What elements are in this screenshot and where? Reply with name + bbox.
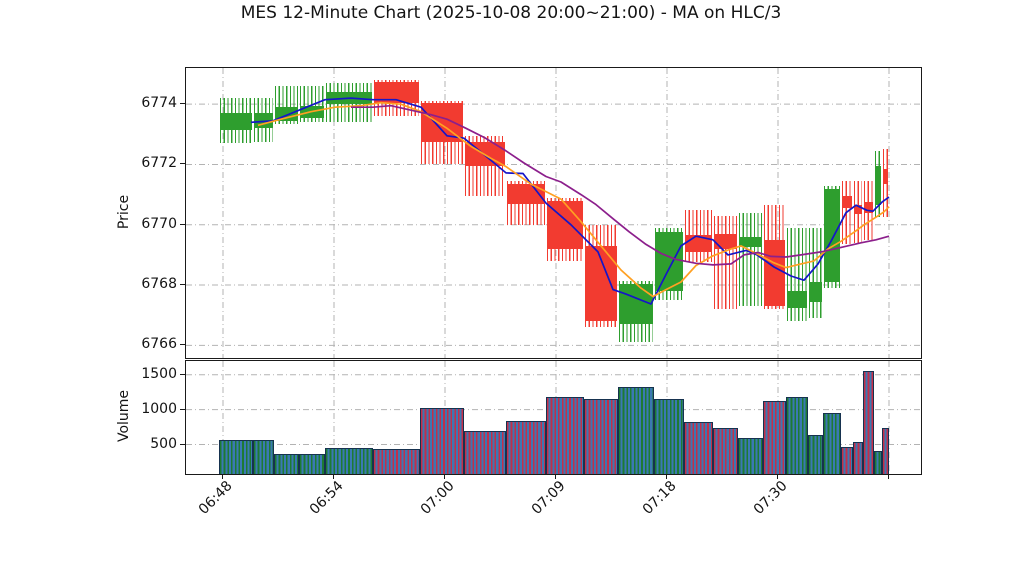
x-tick-mark <box>777 474 778 479</box>
price-tick-label: 6768 <box>141 276 177 293</box>
volume-bar-up <box>808 435 823 474</box>
ma-mid-line <box>257 101 890 298</box>
volume-bar-down <box>713 428 738 474</box>
candle-body-down <box>714 233 737 249</box>
ma-lines <box>250 97 890 305</box>
candle-body-down <box>374 81 419 103</box>
price-tick-label: 6772 <box>141 155 177 172</box>
volume-bar-up <box>219 439 253 474</box>
volume-bar-down <box>546 396 584 474</box>
candle-body-down <box>842 196 852 209</box>
x-tick-label: 07:30 <box>750 478 791 518</box>
x-tick-mark <box>222 474 223 479</box>
volume-bar-down <box>584 399 618 474</box>
volume-bar-up <box>654 398 684 474</box>
candle-body-up <box>824 188 840 283</box>
x-tick-label: 06:48 <box>195 478 236 518</box>
volume-bar-up <box>299 453 325 474</box>
candle-body-down <box>864 202 873 213</box>
volume-bar-down <box>506 420 546 474</box>
candle-body-up <box>739 236 762 248</box>
x-tick-label: 07:18 <box>639 478 680 518</box>
volume-bar-down <box>763 400 786 474</box>
candle-body-up <box>220 113 252 130</box>
volume-tick-mark <box>180 373 185 375</box>
candle-body-up <box>619 283 653 325</box>
price-panel <box>185 67 922 359</box>
price-tick-mark <box>180 223 185 225</box>
ma-fast-line <box>250 97 890 305</box>
volume-bar-up <box>738 437 763 474</box>
volume-bar-up <box>618 387 654 474</box>
price-tick-label: 6770 <box>141 215 177 232</box>
chart-title: MES 12-Minute Chart (2025-10-08 20:00~21… <box>240 3 782 23</box>
price-tick-mark <box>180 284 185 286</box>
x-tick-mark <box>333 474 334 479</box>
volume-bar-up <box>274 453 299 474</box>
volume-bar-up <box>253 439 274 474</box>
price-tick-label: 6774 <box>141 95 177 112</box>
price-tick-mark <box>180 163 185 165</box>
volume-bar-down <box>853 442 863 474</box>
candle-body-up <box>809 282 822 302</box>
volume-panel <box>185 360 922 475</box>
volume-bar-down <box>882 428 889 474</box>
price-tick-mark <box>180 103 185 105</box>
x-tick-label: 06:54 <box>306 478 347 518</box>
volume-tick-label: 1500 <box>141 365 177 382</box>
volume-bar-down <box>420 408 464 474</box>
volume-bar-down <box>464 430 506 474</box>
volume-bar-up <box>823 413 841 474</box>
x-tick-mark <box>555 474 556 479</box>
x-tick-mark <box>888 474 889 479</box>
x-tick-mark <box>666 474 667 479</box>
price-tick-label: 6766 <box>141 336 177 353</box>
price-tick-mark <box>180 344 185 346</box>
candle-range-up <box>739 212 762 307</box>
x-tick-label: 07:09 <box>528 478 569 518</box>
volume-tick-mark <box>180 443 185 445</box>
candle-body-down <box>854 205 862 215</box>
volume-tick-mark <box>180 408 185 410</box>
volume-bar-down <box>863 370 874 474</box>
volume-bar-down <box>841 446 853 474</box>
volume-tick-label: 1000 <box>141 400 177 417</box>
candle-body-down <box>883 168 888 185</box>
volume-bar-up <box>325 448 373 474</box>
candle-body-up <box>787 291 807 308</box>
x-tick-mark <box>444 474 445 479</box>
volume-tick-label: 500 <box>150 435 177 452</box>
candle-body-up <box>875 165 881 206</box>
x-tick-label: 07:00 <box>417 478 458 518</box>
ma-slow-line <box>351 104 890 266</box>
volume-bar-down <box>373 449 420 474</box>
volume-bar-up <box>786 397 808 474</box>
candle-body-up <box>655 232 683 292</box>
volume-bar-down <box>684 421 713 474</box>
volume-bar-up <box>874 451 882 474</box>
